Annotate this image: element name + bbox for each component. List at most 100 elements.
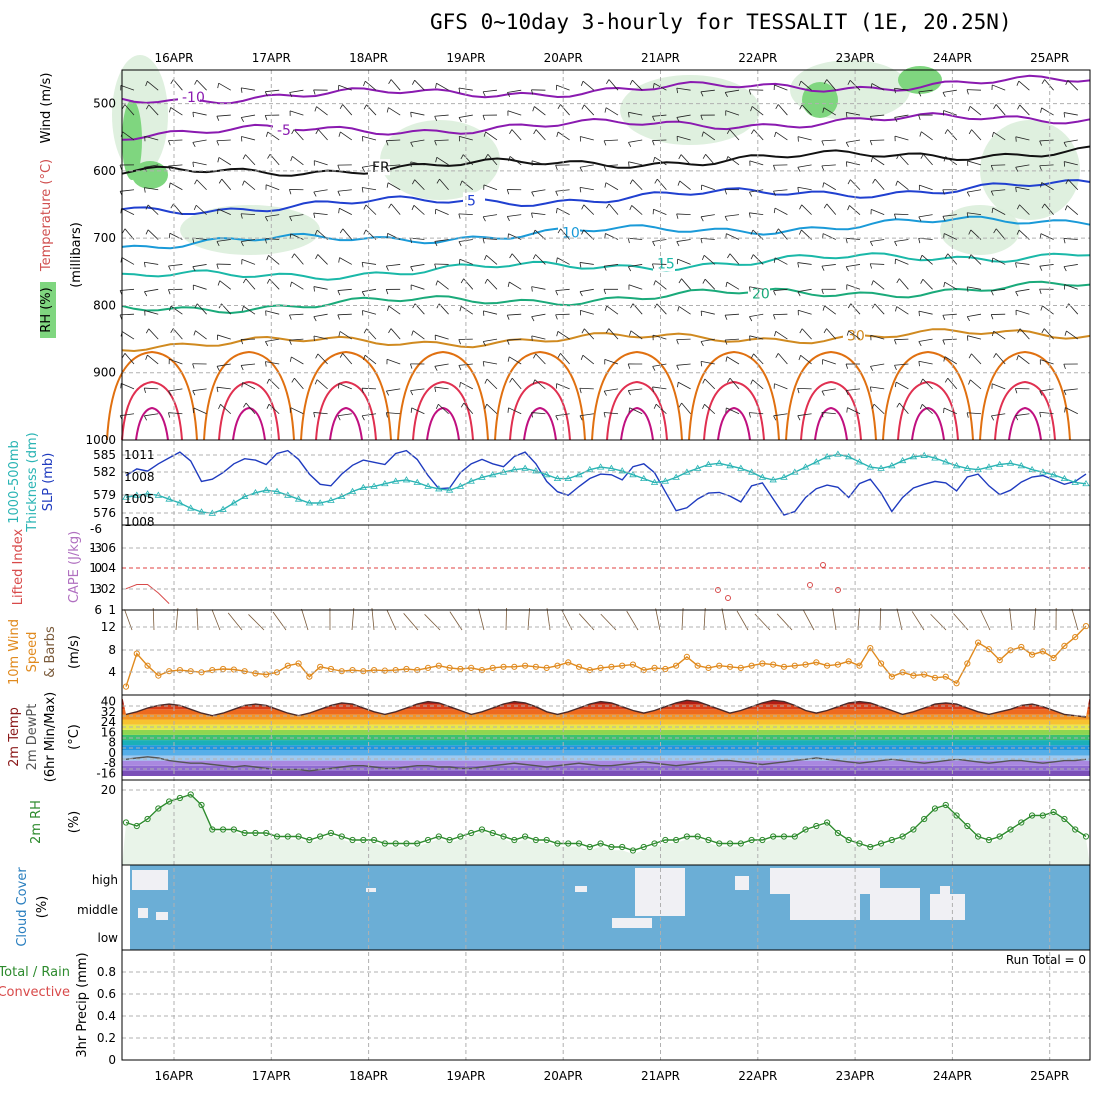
wind-barb-flag	[702, 154, 706, 159]
wind-barb	[144, 387, 159, 390]
wind-barb-flag	[216, 387, 219, 393]
wind-barb-flag	[869, 116, 873, 122]
wind-barb	[797, 164, 812, 168]
wind-barb	[508, 356, 522, 365]
wind-barb	[486, 255, 498, 265]
wind10-line-point	[370, 667, 378, 674]
isotherm-label-bg	[463, 192, 485, 209]
wind-barb	[967, 160, 982, 166]
wind-barb-flag	[1016, 80, 1020, 86]
wind-barb	[870, 363, 885, 367]
date-label-bottom: 24APR	[933, 1069, 972, 1083]
label-rh2: 2m RH	[29, 800, 44, 844]
wind10-line-point	[705, 664, 712, 672]
wind-barb-flag	[579, 415, 583, 421]
thickness-line-point	[715, 459, 723, 466]
thickness-line-point	[758, 473, 767, 480]
wind-barb-flag	[748, 412, 751, 418]
wind-barb-flag	[748, 89, 752, 95]
wind-barb	[582, 354, 595, 365]
rh2-line-point	[748, 836, 755, 844]
rh2-line-point	[500, 833, 507, 840]
wind10-line-point	[1061, 642, 1068, 650]
wind-barb-flag	[194, 303, 198, 309]
wind-barb	[703, 131, 716, 141]
wind-barb-flag	[506, 189, 510, 195]
wind-barb	[192, 161, 207, 166]
rh2-line-point	[209, 826, 216, 833]
wind-barb-flag	[410, 407, 413, 413]
wind-barb-flag	[724, 216, 728, 222]
wind-barb	[1064, 161, 1078, 166]
wind-barb	[507, 110, 522, 116]
wind-barb	[797, 262, 812, 265]
rh2-line-point	[586, 843, 593, 851]
y-tick-wind10: 12	[101, 620, 116, 634]
wind-barb	[942, 214, 957, 217]
wind-barb-flag	[266, 378, 270, 384]
y-tick-temp: -16	[96, 766, 116, 780]
wind-barb	[608, 79, 619, 91]
wind-barb	[826, 203, 837, 215]
wind-barb	[337, 413, 352, 417]
wind-barb-flag	[896, 154, 900, 160]
wind-barb-flag	[847, 205, 850, 211]
wind10-barb	[227, 612, 243, 631]
cloud-patch	[770, 868, 880, 894]
wind10-line-point	[565, 659, 572, 666]
wind-barb	[970, 379, 982, 390]
wind-barb	[410, 284, 425, 290]
wind-barb	[216, 139, 231, 142]
wind-barb	[290, 233, 304, 240]
wind-barb-flag	[1040, 305, 1043, 311]
wind-barb-flag	[1041, 203, 1045, 209]
wind-barb-flag	[242, 154, 246, 160]
y-tick-li: -3	[90, 541, 102, 555]
wind-barb	[749, 160, 764, 166]
thickness-line-point	[359, 483, 368, 491]
wind-barb-flag	[845, 266, 849, 272]
wind-barb-flag	[846, 407, 848, 413]
wind-barb-flag	[581, 229, 584, 235]
wind-barb	[797, 186, 812, 191]
wind-barb	[437, 280, 449, 290]
date-label-top: 17APR	[252, 51, 291, 65]
rh2-line-point	[651, 840, 658, 847]
wind-barb-flag	[894, 88, 896, 94]
wind-barb	[144, 413, 159, 417]
wind-barb-flag	[991, 257, 994, 263]
wind-barb-flag	[218, 303, 222, 309]
thickness-line-point	[996, 460, 1004, 467]
wind-barb	[1018, 355, 1030, 365]
rh2-fill	[122, 795, 1090, 865]
wind-barb	[582, 80, 595, 91]
wind-barb-flag	[531, 316, 535, 322]
wind-barb-flag	[990, 165, 994, 171]
wind-barb-flag	[966, 191, 970, 197]
wind-barb-flag	[410, 112, 412, 118]
wind-barb	[216, 239, 231, 242]
wind-barb	[870, 334, 885, 340]
wind-barb	[265, 214, 280, 218]
wind-barb-flag	[240, 241, 244, 247]
panel-content: -10-5FR510152030	[106, 55, 1091, 950]
rh2-line-point	[327, 829, 335, 837]
wind-barb	[1067, 80, 1079, 91]
thickness-line-point	[866, 463, 874, 470]
rh2-line-point	[252, 829, 259, 837]
rh2-line-point	[694, 833, 701, 840]
thickness-line-point	[564, 474, 572, 482]
wind-barb-flag	[216, 241, 220, 247]
wind10-barb	[371, 608, 375, 631]
wind-barb	[507, 214, 522, 217]
wind10-barb	[403, 613, 419, 631]
wind-barb-flag	[435, 83, 437, 89]
wind-barb-flag	[991, 331, 995, 337]
wind-barb-flag	[966, 412, 969, 418]
wind-barb-flag	[870, 157, 873, 163]
isotherm-label-5: 5	[467, 193, 476, 209]
wind10-line-point	[834, 661, 842, 668]
wind-barb-flag	[266, 403, 270, 409]
wind-barb-flag	[918, 216, 922, 222]
wind-barb	[991, 164, 1006, 166]
